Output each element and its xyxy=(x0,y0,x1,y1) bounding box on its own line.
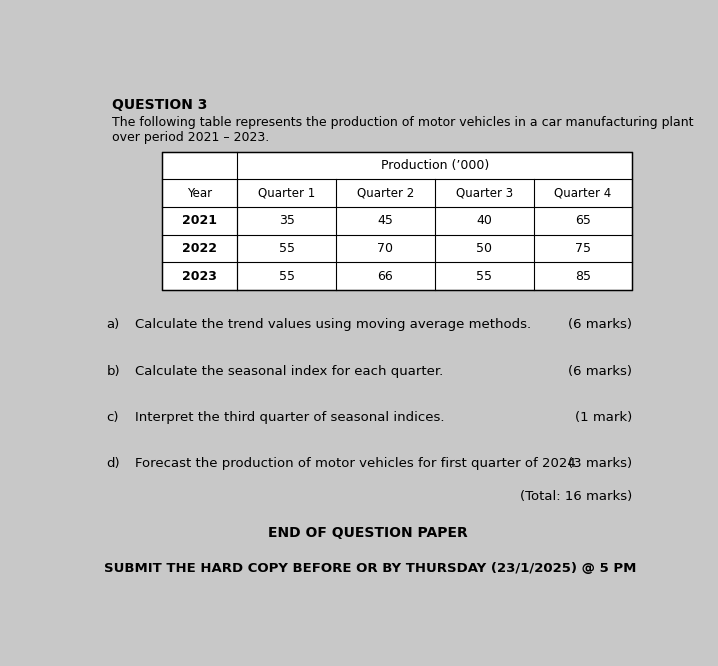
Text: (6 marks): (6 marks) xyxy=(568,364,633,378)
Text: 65: 65 xyxy=(575,214,591,228)
Text: Calculate the seasonal index for each quarter.: Calculate the seasonal index for each qu… xyxy=(136,364,444,378)
Text: (Total: 16 marks): (Total: 16 marks) xyxy=(520,490,633,503)
Text: SUBMIT THE HARD COPY BEFORE OR BY THURSDAY (23/1/2025) @ 5 PM: SUBMIT THE HARD COPY BEFORE OR BY THURSD… xyxy=(103,562,636,575)
Text: 85: 85 xyxy=(575,270,591,283)
Text: 2023: 2023 xyxy=(182,270,217,283)
Text: Production (’000): Production (’000) xyxy=(381,159,489,172)
Bar xyxy=(162,152,633,290)
Text: QUESTION 3: QUESTION 3 xyxy=(112,98,208,112)
Text: (3 marks): (3 marks) xyxy=(568,457,633,470)
Text: (6 marks): (6 marks) xyxy=(568,318,633,332)
Text: Interpret the third quarter of seasonal indices.: Interpret the third quarter of seasonal … xyxy=(136,411,445,424)
Text: over period 2021 – 2023.: over period 2021 – 2023. xyxy=(112,131,269,145)
Text: Forecast the production of motor vehicles for first quarter of 2024.: Forecast the production of motor vehicle… xyxy=(136,457,580,470)
Text: Quarter 3: Quarter 3 xyxy=(456,186,513,200)
Text: 55: 55 xyxy=(476,270,492,283)
Text: (1 mark): (1 mark) xyxy=(575,411,633,424)
Text: 55: 55 xyxy=(279,270,294,283)
Text: 2022: 2022 xyxy=(182,242,218,255)
Text: Quarter 1: Quarter 1 xyxy=(258,186,315,200)
Text: END OF QUESTION PAPER: END OF QUESTION PAPER xyxy=(268,526,468,540)
Text: 2021: 2021 xyxy=(182,214,218,228)
Text: c): c) xyxy=(106,411,119,424)
Text: 55: 55 xyxy=(279,242,294,255)
Text: Quarter 2: Quarter 2 xyxy=(357,186,414,200)
Text: 50: 50 xyxy=(476,242,492,255)
Text: The following table represents the production of motor vehicles in a car manufac: The following table represents the produ… xyxy=(112,116,694,129)
Text: 40: 40 xyxy=(476,214,492,228)
Text: Year: Year xyxy=(187,186,213,200)
Text: Calculate the trend values using moving average methods.: Calculate the trend values using moving … xyxy=(136,318,531,332)
Text: 75: 75 xyxy=(575,242,591,255)
Text: Quarter 4: Quarter 4 xyxy=(554,186,612,200)
Text: a): a) xyxy=(106,318,120,332)
Text: 70: 70 xyxy=(378,242,393,255)
Text: 35: 35 xyxy=(279,214,294,228)
Text: d): d) xyxy=(106,457,120,470)
Text: 45: 45 xyxy=(378,214,393,228)
Text: 66: 66 xyxy=(378,270,393,283)
Text: b): b) xyxy=(106,364,120,378)
